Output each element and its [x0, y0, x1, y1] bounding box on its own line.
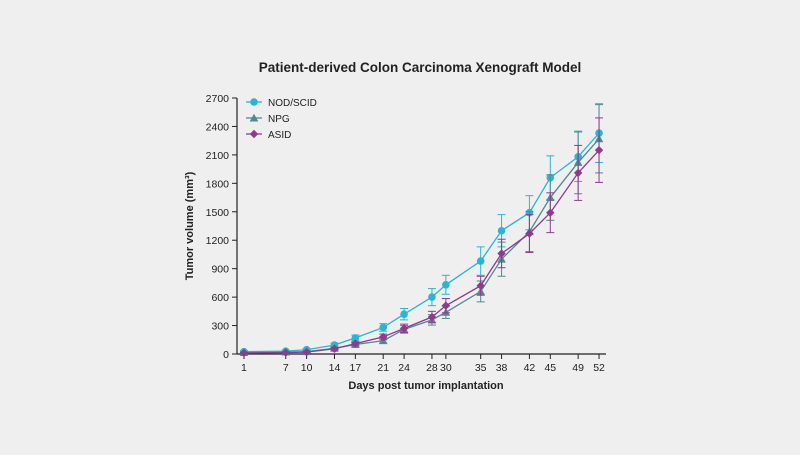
- y-tick-label: 600: [211, 292, 229, 304]
- y-tick-label: 2700: [206, 93, 230, 105]
- legend-label-npg: NPG: [268, 114, 290, 125]
- x-tick-label: 30: [440, 362, 452, 374]
- y-tick-label: 1200: [206, 235, 230, 247]
- data-point-nod-scid: [428, 293, 436, 301]
- data-point-asid: [476, 281, 485, 290]
- x-tick-label: 24: [398, 362, 410, 374]
- y-tick-label: 1500: [206, 207, 230, 219]
- data-point-asid: [573, 168, 583, 178]
- data-point-asid: [351, 339, 360, 348]
- data-point-nod-scid: [351, 334, 360, 342]
- data-point-asid: [302, 347, 311, 357]
- legend-label-asid: ASID: [268, 130, 291, 141]
- x-tick-label: 1: [241, 362, 247, 374]
- data-point-asid: [330, 344, 339, 353]
- x-tick-label: 17: [350, 362, 362, 374]
- data-point-asid: [441, 301, 451, 310]
- x-tick-label: 14: [329, 362, 341, 374]
- y-tick-label: 300: [211, 321, 229, 333]
- y-tick-label: 2400: [206, 121, 230, 133]
- x-tick-label: 35: [475, 362, 487, 374]
- x-tick-label: 10: [301, 362, 313, 374]
- data-point-nod-scid: [497, 226, 506, 235]
- x-tick-label: 42: [524, 362, 536, 374]
- y-tick-label: 900: [211, 264, 229, 276]
- data-point-asid: [281, 348, 290, 357]
- x-axis-label: Days post tumor implantation: [348, 380, 504, 392]
- data-point-asid: [497, 249, 506, 258]
- y-tick-label: 1800: [206, 178, 230, 190]
- data-point-asid: [239, 348, 249, 358]
- data-point-asid: [594, 145, 604, 155]
- data-point-asid: [399, 324, 409, 333]
- data-point-nod-scid: [442, 280, 450, 289]
- x-tick-label: 7: [283, 362, 289, 374]
- data-point-asid: [525, 229, 534, 238]
- y-axis-label: Tumor volume (mm³): [184, 171, 196, 280]
- series-line-nod-scid: [243, 132, 600, 353]
- x-tick-label: 28: [426, 362, 438, 374]
- x-tick-label: 52: [593, 362, 605, 374]
- chart-title: Patient-derived Colon Carcinoma Xenograf…: [259, 60, 582, 75]
- data-point-nod-scid: [379, 323, 388, 332]
- data-point-asid: [379, 332, 388, 342]
- x-tick-label: 21: [377, 362, 389, 374]
- series-line-npg: [243, 138, 600, 354]
- data-point-nod-scid: [476, 257, 485, 265]
- y-tick-label: 2100: [206, 150, 230, 162]
- x-tick-label: 38: [496, 362, 508, 374]
- legend-marker-asid: [249, 129, 259, 139]
- data-point-asid: [546, 208, 555, 217]
- data-point-asid: [427, 312, 437, 322]
- x-tick-label: 49: [572, 362, 584, 374]
- legend-label-nod-scid: NOD/SCID: [268, 98, 317, 109]
- series-line-asid: [243, 149, 600, 354]
- data-point-nod-scid: [400, 310, 408, 318]
- x-tick-label: 45: [544, 362, 556, 374]
- legend-marker-nod-scid: [250, 98, 258, 106]
- y-tick-label: 0: [223, 349, 229, 361]
- legend-marker-npg: [249, 113, 259, 122]
